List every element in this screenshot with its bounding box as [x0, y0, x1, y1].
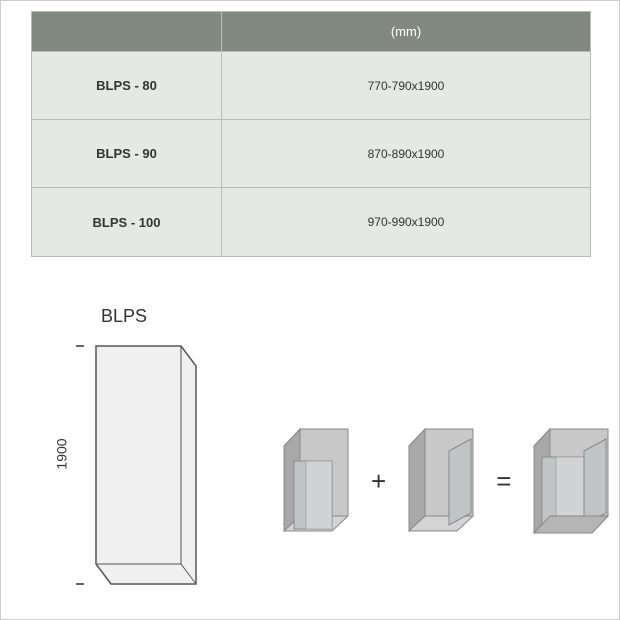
row-name: BLPS - 100	[32, 188, 222, 256]
shower-unit-result	[526, 421, 616, 541]
diagram-section: BLPS 1900 + =	[31, 306, 591, 606]
header-col-name	[32, 12, 222, 51]
row-name: BLPS - 90	[32, 120, 222, 187]
height-dimension: 1900	[54, 438, 70, 469]
table-header-row: (mm)	[32, 12, 590, 52]
equals-symbol: =	[496, 466, 511, 497]
row-name: BLPS - 80	[32, 52, 222, 119]
panel-drawing	[76, 336, 216, 596]
row-dims: 770-790x1900	[222, 52, 590, 119]
assembly-diagram: + =	[276, 421, 616, 541]
table-row: BLPS - 100 970-990x1900	[32, 188, 590, 256]
panel-label: BLPS	[101, 306, 147, 327]
table-row: BLPS - 80 770-790x1900	[32, 52, 590, 120]
plus-symbol: +	[371, 466, 386, 497]
row-dims: 870-890x1900	[222, 120, 590, 187]
dimensions-table: (mm) BLPS - 80 770-790x1900 BLPS - 90 87…	[31, 11, 591, 257]
shower-unit-1	[276, 421, 356, 541]
header-col-dims: (mm)	[222, 12, 590, 51]
row-dims: 970-990x1900	[222, 188, 590, 256]
shower-unit-2	[401, 421, 481, 541]
table-row: BLPS - 90 870-890x1900	[32, 120, 590, 188]
